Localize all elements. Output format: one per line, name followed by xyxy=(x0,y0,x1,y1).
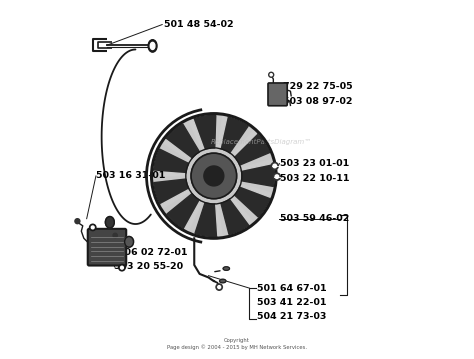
Wedge shape xyxy=(154,171,186,176)
Circle shape xyxy=(90,224,96,230)
Ellipse shape xyxy=(113,233,117,238)
Circle shape xyxy=(75,219,80,224)
Text: 503 08 97-02: 503 08 97-02 xyxy=(283,97,353,106)
FancyArrowPatch shape xyxy=(215,271,220,272)
Ellipse shape xyxy=(150,42,155,50)
Circle shape xyxy=(120,266,123,269)
Wedge shape xyxy=(154,149,189,174)
Circle shape xyxy=(191,153,237,199)
Circle shape xyxy=(204,166,224,186)
Wedge shape xyxy=(235,186,270,217)
Wedge shape xyxy=(218,116,227,149)
Wedge shape xyxy=(189,119,204,150)
Circle shape xyxy=(271,162,278,169)
Wedge shape xyxy=(163,139,191,160)
Text: 503 41 22-01: 503 41 22-01 xyxy=(256,298,326,307)
Text: 503 59 46-02: 503 59 46-02 xyxy=(280,214,349,223)
Wedge shape xyxy=(161,189,190,208)
Circle shape xyxy=(118,265,125,271)
Text: 729 22 75-05: 729 22 75-05 xyxy=(283,82,353,92)
Wedge shape xyxy=(193,116,216,150)
Wedge shape xyxy=(195,202,218,237)
Wedge shape xyxy=(167,194,201,229)
Text: 503 22 10-11: 503 22 10-11 xyxy=(280,174,349,183)
Ellipse shape xyxy=(105,216,114,228)
Text: 503 16 31-01: 503 16 31-01 xyxy=(96,172,166,181)
Text: ReplacementPartsDiagram™: ReplacementPartsDiagram™ xyxy=(211,139,312,145)
Wedge shape xyxy=(154,179,189,205)
Circle shape xyxy=(273,164,276,168)
Ellipse shape xyxy=(125,237,134,247)
Ellipse shape xyxy=(223,267,229,270)
Wedge shape xyxy=(220,117,248,153)
Text: 503 20 55-20: 503 20 55-20 xyxy=(114,262,183,271)
Circle shape xyxy=(152,113,276,238)
Text: 503 23 01-01: 503 23 01-01 xyxy=(280,159,349,168)
Ellipse shape xyxy=(148,40,157,52)
Circle shape xyxy=(269,72,273,77)
Wedge shape xyxy=(221,199,250,234)
Circle shape xyxy=(270,74,272,76)
Text: 504 21 73-03: 504 21 73-03 xyxy=(256,312,326,321)
Wedge shape xyxy=(241,159,273,170)
Circle shape xyxy=(275,175,279,178)
Wedge shape xyxy=(230,197,253,224)
Wedge shape xyxy=(240,184,272,197)
FancyBboxPatch shape xyxy=(88,229,126,266)
Wedge shape xyxy=(165,124,200,159)
Ellipse shape xyxy=(219,279,226,283)
Text: 501 48 54-02: 501 48 54-02 xyxy=(164,20,234,29)
Wedge shape xyxy=(234,134,270,165)
Circle shape xyxy=(273,173,281,180)
Text: 506 02 72-01: 506 02 72-01 xyxy=(118,248,187,257)
Circle shape xyxy=(218,286,220,289)
Wedge shape xyxy=(232,130,257,156)
Text: 501 64 67-01: 501 64 67-01 xyxy=(256,284,326,293)
Wedge shape xyxy=(241,163,274,186)
Circle shape xyxy=(91,226,94,229)
Wedge shape xyxy=(216,204,222,236)
Wedge shape xyxy=(184,200,202,231)
Circle shape xyxy=(216,284,222,290)
Text: Copyright
Page design © 2004 - 2015 by MH Network Services.: Copyright Page design © 2004 - 2015 by M… xyxy=(167,338,307,350)
FancyBboxPatch shape xyxy=(268,83,287,106)
